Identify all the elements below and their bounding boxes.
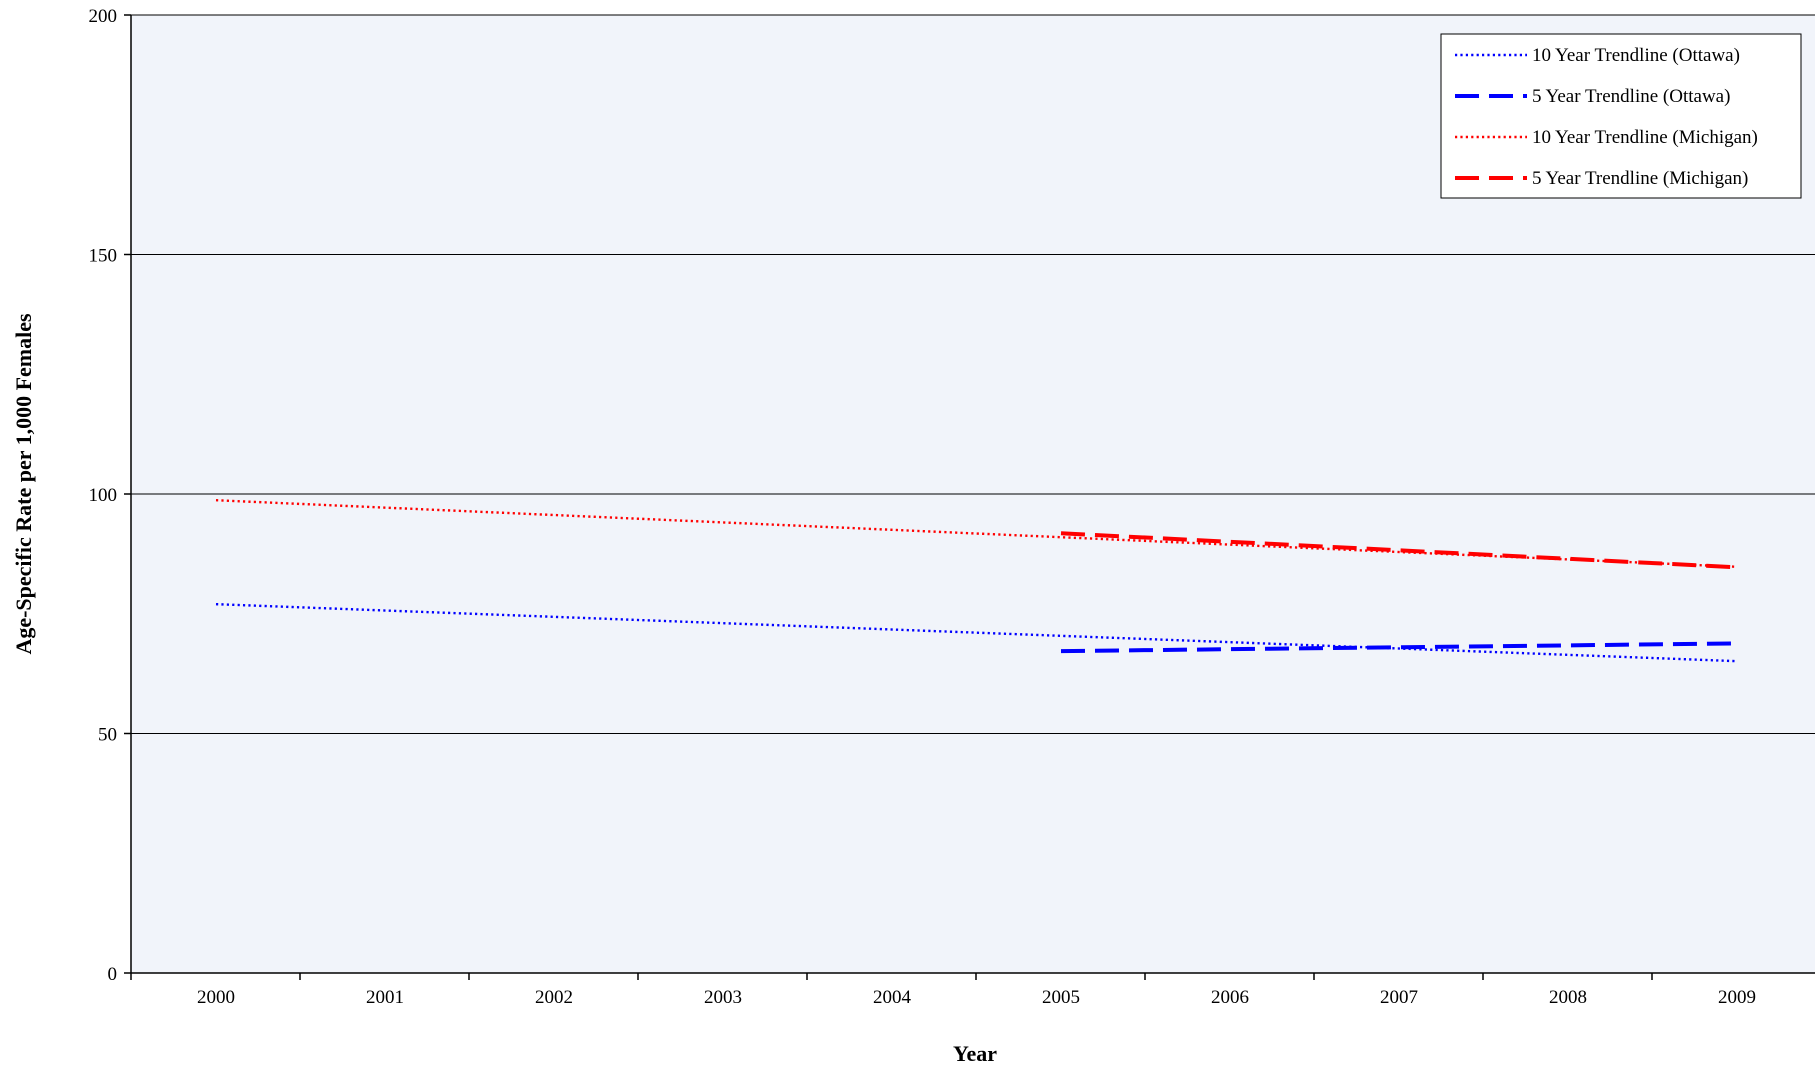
y-tick-label: 0	[108, 964, 118, 985]
y-tick-label: 150	[89, 246, 118, 267]
legend-label: 5 Year Trendline (Michigan)	[1532, 168, 1748, 189]
x-tick-label: 2004	[873, 987, 912, 1008]
series-lines	[215, 499, 1738, 663]
y-ticks: 0 50 100 150 200	[89, 6, 131, 985]
series-line-2	[1060, 641, 1738, 654]
x-tick-label: 2005	[1042, 987, 1080, 1008]
x-tick-label: 2000	[197, 987, 235, 1008]
x-tick-label: 2001	[366, 987, 404, 1008]
series-line-4	[1060, 531, 1738, 570]
y-tick-label: 100	[89, 485, 118, 506]
legend-label: 5 Year Trendline (Ottawa)	[1532, 86, 1730, 107]
legend-label: 10 Year Trendline (Michigan)	[1532, 127, 1758, 148]
x-tick-label: 2002	[535, 987, 573, 1008]
x-axis-title: Year	[953, 1041, 997, 1066]
x-tick-label: 2007	[1380, 987, 1418, 1008]
legend-box	[1440, 33, 1802, 199]
y-axis-title: Age-Specific Rate per 1,000 Females	[11, 313, 36, 655]
y-tick-label: 50	[98, 725, 117, 746]
legend-label: 10 Year Trendline (Ottawa)	[1532, 45, 1740, 66]
gridlines	[131, 14, 1815, 734]
y-tick-label: 200	[89, 6, 118, 27]
legend: 10 Year Trendline (Ottawa) 5 Year Trendli…	[1440, 33, 1802, 199]
x-tick-label: 2006	[1211, 987, 1249, 1008]
x-tick-label: 2008	[1549, 987, 1587, 1008]
x-ticks: 2000 2001 2002 2003 2004 2005 2006 2007 2008 2009	[130, 973, 1756, 1008]
x-tick-label: 2009	[1718, 987, 1756, 1008]
x-tick-label: 2003	[704, 987, 742, 1008]
